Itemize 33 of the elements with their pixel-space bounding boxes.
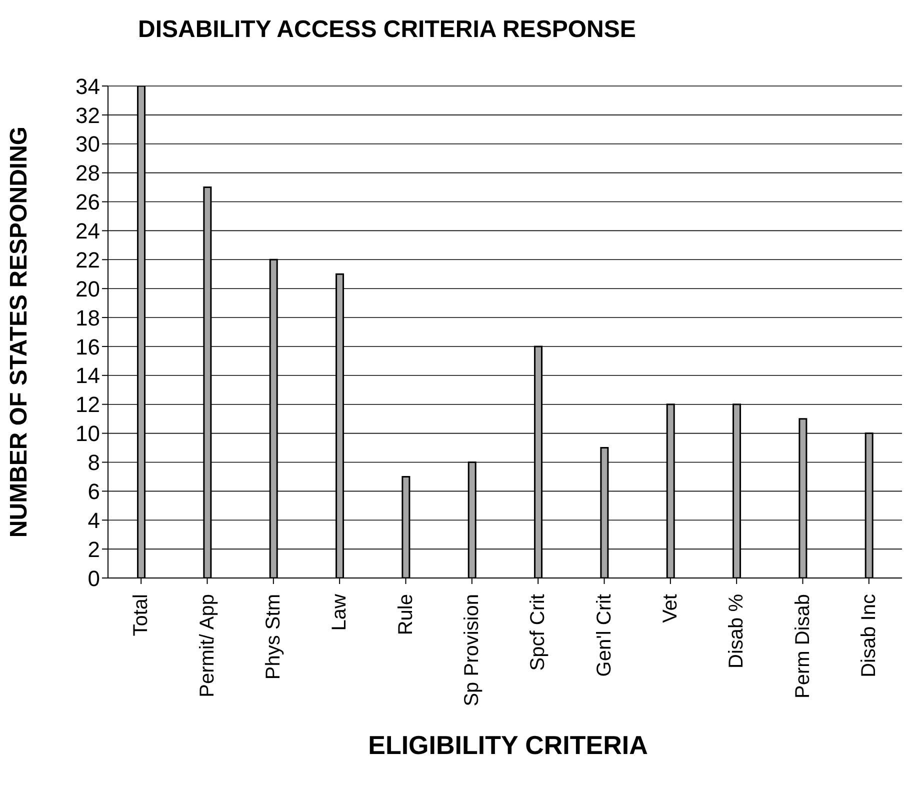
x-tick-label: Permit/ App — [196, 594, 218, 698]
y-tick-label: 12 — [76, 392, 100, 418]
y-tick-label: 10 — [76, 421, 100, 446]
x-tick-label: Rule — [394, 594, 417, 636]
y-tick-label: 8 — [88, 450, 100, 476]
x-tick-label: Perm Disab — [792, 594, 814, 698]
y-tick-label: 28 — [76, 160, 100, 186]
y-tick-label: 6 — [88, 478, 100, 504]
x-axis-title: ELIGIBILITY CRITERIA — [367, 730, 649, 761]
chart-title: DISABILITY ACCESS CRITERIA RESPONSE — [138, 16, 636, 44]
y-tick-label: 2 — [88, 536, 100, 562]
y-tick-label: 0 — [88, 566, 100, 591]
x-tick-label: Spcf Crit — [527, 594, 550, 671]
x-tick-label: Gen'l Crit — [593, 594, 616, 677]
y-tick-label: 4 — [88, 508, 100, 533]
y-tick-label: 34 — [76, 74, 100, 99]
x-tick-label: Total — [130, 594, 152, 636]
y-tick-label: 24 — [76, 218, 100, 244]
x-tick-label: Disab % — [726, 594, 748, 668]
y-tick-label: 18 — [76, 305, 100, 330]
y-axis-title: NUMBER OF STATES RESPONDING — [6, 126, 33, 538]
y-tick-label: 26 — [76, 190, 100, 215]
x-tick-label: Vet — [659, 594, 682, 623]
y-tick-label: 22 — [76, 247, 100, 272]
x-tick-label: Sp Provision — [460, 594, 483, 706]
y-tick-label: 32 — [76, 102, 100, 128]
y-tick-label: 16 — [76, 334, 100, 360]
x-tick-label: Law — [328, 593, 351, 631]
y-tick-label: 20 — [76, 276, 100, 302]
y-tick-label: 30 — [76, 132, 100, 157]
y-tick-label: 14 — [76, 363, 100, 388]
x-tick-label: Disab Inc — [858, 594, 880, 678]
x-tick-label: Phys Stm — [262, 594, 284, 680]
